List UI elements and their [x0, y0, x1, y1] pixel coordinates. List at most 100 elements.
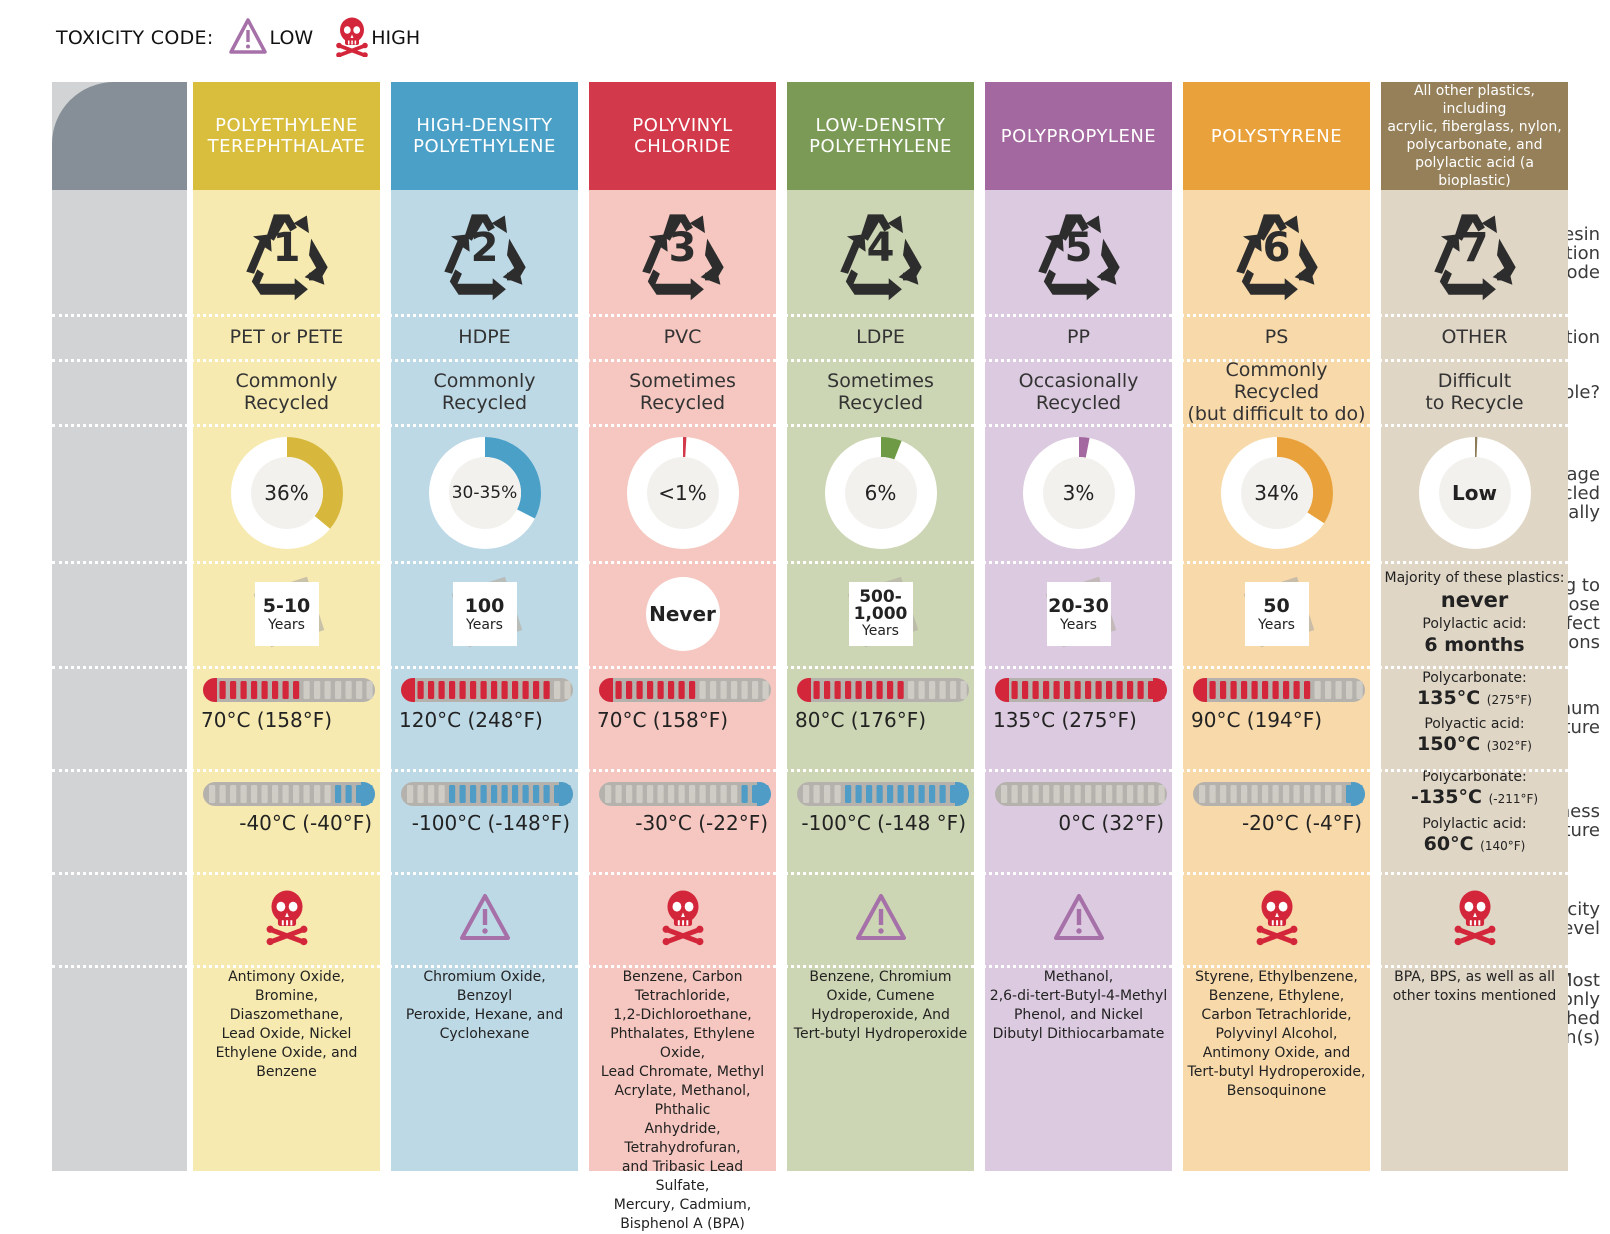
- bar-segment: [866, 681, 873, 699]
- bar-segment: [1032, 785, 1039, 803]
- bar-segment: [564, 681, 571, 699]
- percentage-donut: 34%: [1183, 426, 1370, 560]
- bar-segment: [1085, 785, 1092, 803]
- bar-segment: [1032, 681, 1039, 699]
- decompose-value: 5-10: [262, 595, 311, 617]
- polymer-name: POLYSTYRENE: [1183, 82, 1370, 190]
- bar-segment: [731, 681, 738, 699]
- percentage-label: 6%: [864, 481, 897, 505]
- bar-segment: [491, 785, 498, 803]
- decompose-main: never: [1440, 588, 1509, 612]
- bar-segment: [251, 785, 258, 803]
- recyclable-status: Commonly Recycled (but difficult to do): [1187, 359, 1366, 425]
- decompose-intro: Majority of these plastics:: [1384, 570, 1565, 586]
- bar-segment: [438, 785, 445, 803]
- bar-segment: [1074, 785, 1081, 803]
- polymer-name: POLYVINYL CHLORIDE: [589, 82, 776, 190]
- toxicity-level: [787, 874, 974, 964]
- bar-segment: [345, 681, 352, 699]
- decompose-sub-value: 6 months: [1424, 634, 1525, 656]
- bar-segment: [626, 681, 633, 699]
- bar-segment: [1272, 681, 1279, 699]
- bar-segment: [533, 681, 540, 699]
- bar-segment: [1346, 785, 1353, 803]
- bar-segment: [522, 681, 529, 699]
- bar-segment: [293, 681, 300, 699]
- bar-segment: [1262, 681, 1269, 699]
- bar-segment: [480, 681, 487, 699]
- bar-segment: [501, 681, 508, 699]
- bar-segment: [219, 785, 226, 803]
- bar-segment: [324, 785, 331, 803]
- bar-segment: [855, 785, 862, 803]
- bar-segment: [1335, 785, 1342, 803]
- bar-segment: [533, 785, 540, 803]
- toxicity-level: [985, 874, 1172, 964]
- max-temp-polyactic-celsius: 150°C: [1417, 733, 1481, 755]
- bar-segment: [752, 785, 759, 803]
- resin-code-number: 1: [272, 225, 301, 271]
- decompose-value: 500- 1,000: [853, 587, 908, 624]
- bar-segment: [824, 681, 831, 699]
- bar-segment: [929, 681, 936, 699]
- max-temperature-value: 70°C (158°F): [201, 708, 333, 732]
- bar-segment: [314, 785, 321, 803]
- toxicity-level: [589, 874, 776, 964]
- resin-code-number: 5: [1064, 225, 1093, 271]
- bar-segment: [282, 785, 289, 803]
- bar-segment: [470, 785, 477, 803]
- max-temperature-value: 80°C (176°F): [795, 708, 927, 732]
- bar-segment: [741, 681, 748, 699]
- bar-segment: [417, 785, 424, 803]
- bar-segment: [699, 681, 706, 699]
- skull-icon: [1453, 887, 1497, 952]
- toxicity-level: [391, 874, 578, 964]
- max-temperature-bar: [203, 678, 375, 707]
- abbreviation: HDPE: [458, 326, 511, 348]
- bar-segment: [1241, 681, 1248, 699]
- bar-segment: [230, 681, 237, 699]
- resin-code-number: 6: [1262, 225, 1291, 271]
- bar-segment: [720, 681, 727, 699]
- bar-segment: [1241, 785, 1248, 803]
- bar-segment: [1043, 785, 1050, 803]
- row-separator: [52, 872, 1586, 875]
- bar-segment: [417, 681, 424, 699]
- percentage-label: 3%: [1062, 481, 1095, 505]
- bar-segment: [668, 785, 675, 803]
- bar-segment: [1127, 785, 1134, 803]
- resin-code-icon: 4: [787, 195, 974, 313]
- brittleness-bar: [203, 782, 375, 811]
- bar-segment: [918, 785, 925, 803]
- recyclable-status: Occasionally Recycled: [1018, 370, 1139, 414]
- bar-segment: [1262, 785, 1269, 803]
- decompose-unit: Years: [466, 617, 503, 633]
- brittle-polylactic-label: Polylactic acid:: [1422, 816, 1527, 832]
- bar-segment: [824, 785, 831, 803]
- leached-toxins: Benzene, Chromium Oxide, Cumene Hydroper…: [793, 969, 968, 1042]
- bar-segment: [762, 681, 769, 699]
- bar-segment: [636, 785, 643, 803]
- resin-code-number: 7: [1460, 225, 1489, 271]
- bar-segment: [449, 681, 456, 699]
- percentage-donut: <1%: [589, 426, 776, 560]
- resin-code-icon: 6: [1183, 195, 1370, 313]
- bar-segment: [449, 785, 456, 803]
- max-temp-polycarbonate-label: Polycarbonate:: [1422, 670, 1527, 686]
- warning-icon: [458, 892, 512, 947]
- legend-high-label: HIGH: [371, 27, 421, 49]
- abbreviation: PET or PETE: [229, 326, 344, 348]
- bar-segment: [813, 681, 820, 699]
- bar-segment: [1085, 681, 1092, 699]
- abbreviation: OTHER: [1441, 326, 1508, 348]
- bar-segment: [939, 681, 946, 699]
- bar-segment: [834, 681, 841, 699]
- bar-segment: [438, 681, 445, 699]
- resin-code-icon: 5: [985, 195, 1172, 313]
- bar-segment: [1209, 681, 1216, 699]
- bar-segment: [1314, 785, 1321, 803]
- skull-icon: [265, 887, 309, 952]
- percentage-donut: 3%: [985, 426, 1172, 560]
- polymer-name: HIGH-DENSITY POLYETHYLENE: [391, 82, 578, 190]
- decompose-sub-label: Polylactic acid:: [1422, 616, 1527, 632]
